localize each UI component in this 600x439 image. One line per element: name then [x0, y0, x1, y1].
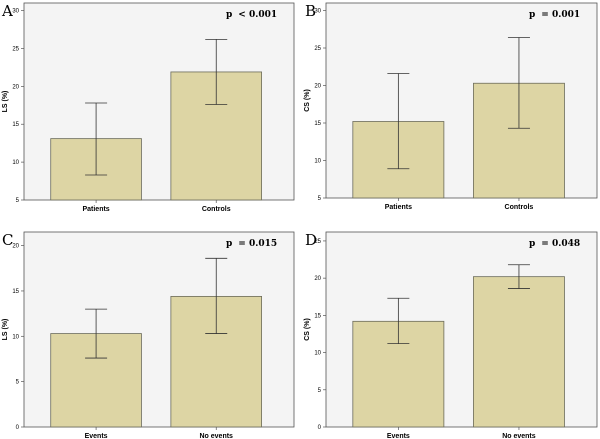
y-tick-label: 10	[12, 334, 19, 340]
y-tick-label: 20	[12, 84, 19, 90]
y-tick-label: 25	[314, 239, 321, 245]
x-category-label: Controls	[202, 206, 231, 213]
y-tick-label: 5	[16, 380, 20, 386]
x-category-label: No events	[502, 433, 536, 439]
p-value: = 0.001	[541, 10, 580, 20]
y-tick-label: 5	[318, 196, 322, 202]
panel-letter: A	[1, 2, 13, 20]
p-label: p	[529, 10, 535, 20]
y-tick-label: 25	[314, 46, 321, 52]
p-label: p	[529, 239, 535, 249]
panel-letter: C	[2, 231, 13, 249]
y-axis-label: LS (%)	[2, 319, 9, 341]
y-tick-label: 20	[314, 84, 321, 90]
x-category-label: Patients	[82, 206, 109, 213]
y-tick-label: 20	[12, 244, 19, 250]
y-tick-label: 15	[314, 313, 321, 319]
x-category-label: Patients	[385, 204, 412, 211]
p-label: p	[226, 10, 232, 20]
p-value-annotation: p = 0.001	[529, 10, 580, 20]
x-category-label: Events	[387, 433, 410, 439]
x-category-label: Events	[85, 433, 108, 439]
x-category-label: No events	[200, 433, 234, 439]
p-value: < 0.001	[238, 10, 277, 20]
y-tick-label: 30	[314, 9, 321, 15]
y-tick-label: 25	[12, 46, 19, 52]
y-tick-label: 15	[12, 122, 19, 128]
y-tick-label: 5	[16, 198, 20, 204]
y-tick-label: 10	[12, 160, 19, 166]
y-tick-label: 15	[12, 289, 19, 295]
p-value: = 0.048	[541, 239, 580, 249]
panel-letter: B	[305, 2, 316, 20]
p-label: p	[226, 239, 232, 249]
y-tick-label: 0	[318, 425, 322, 431]
y-axis-label: CS (%)	[304, 318, 311, 341]
panel-letter: D	[305, 231, 317, 249]
y-tick-label: 10	[314, 159, 321, 165]
p-value: = 0.015	[238, 239, 277, 249]
bar	[473, 276, 565, 428]
y-tick-label: 10	[314, 351, 321, 357]
p-value-annotation: p = 0.048	[529, 239, 580, 249]
x-category-label: Controls	[505, 204, 534, 211]
y-tick-label: 5	[318, 388, 322, 394]
y-tick-label: 20	[314, 276, 321, 282]
p-value-annotation: p = 0.015	[226, 239, 277, 249]
y-tick-label: 15	[314, 121, 321, 127]
y-tick-label: 0	[16, 425, 20, 431]
y-tick-label: 30	[12, 9, 19, 15]
p-value-annotation: p < 0.001	[226, 10, 277, 20]
y-axis-label: LS (%)	[2, 91, 9, 113]
y-axis-label: CS (%)	[304, 89, 311, 112]
